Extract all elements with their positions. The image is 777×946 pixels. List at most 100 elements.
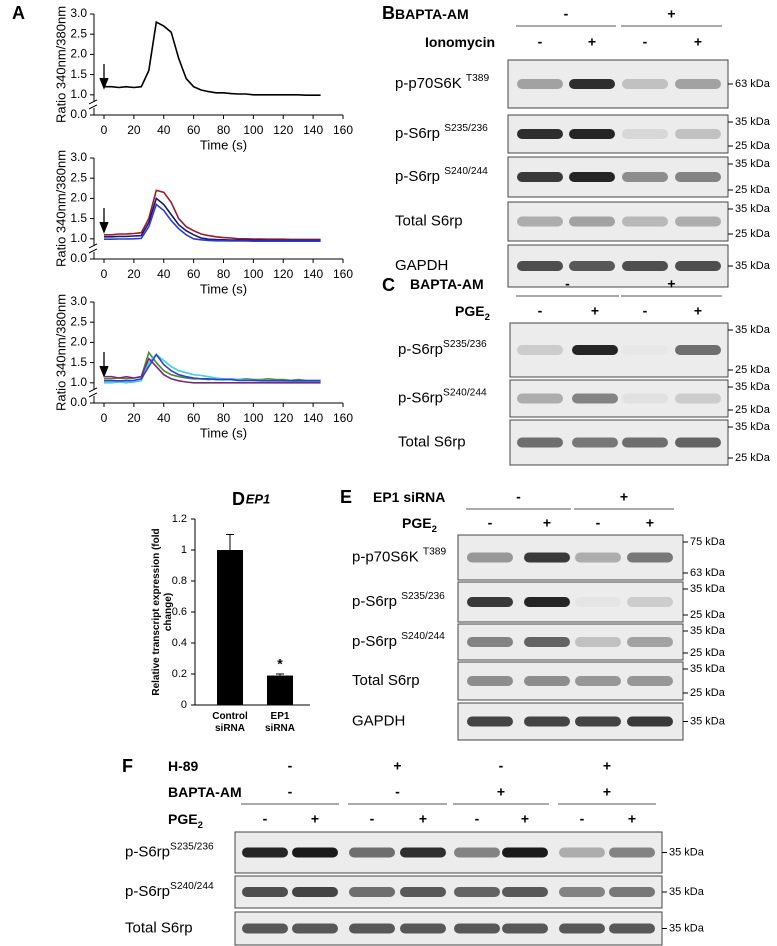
y-tick-label: 2.5 xyxy=(70,314,87,328)
band xyxy=(575,552,621,563)
size-marker: 35 kDa xyxy=(669,846,705,858)
treatment-sign: - xyxy=(596,515,601,531)
row-label: p-S6rpS240/244 xyxy=(398,387,487,406)
row-label-text: p-S6rp xyxy=(395,168,444,185)
stimulus-arrows xyxy=(99,64,109,378)
treatment-sign: + xyxy=(646,515,654,531)
treatment-sign: - xyxy=(395,784,400,800)
treatment-sign: - xyxy=(538,34,543,50)
significance-mark: * xyxy=(277,656,283,672)
row-label-text: p-S6rp xyxy=(125,883,170,900)
band xyxy=(609,887,655,897)
band xyxy=(622,172,668,182)
treatment-label: PGE2 xyxy=(455,303,490,323)
band xyxy=(569,216,615,227)
x-tick-label: 160 xyxy=(333,123,353,137)
size-marker: 35 kDa xyxy=(669,886,705,898)
axis-break xyxy=(88,104,98,110)
treatment-sign: + xyxy=(521,811,529,827)
y-tick-label: 1.0 xyxy=(70,375,87,389)
blot-strip xyxy=(509,379,729,418)
band xyxy=(675,129,721,139)
axis-break xyxy=(88,387,98,393)
band xyxy=(242,887,288,897)
panel-label: E xyxy=(340,487,352,507)
y-tick-label: 2.0 xyxy=(70,335,87,349)
band xyxy=(517,216,563,227)
band xyxy=(622,216,668,227)
row-label-superscript: S235/236 xyxy=(401,591,445,602)
band xyxy=(572,345,618,355)
band xyxy=(292,923,338,934)
axis-break-gap xyxy=(90,101,98,108)
x-tick-label: 0 xyxy=(101,267,108,281)
row-label: p-S6rp S235/236 xyxy=(352,591,445,610)
treatment-sign: - xyxy=(288,758,293,774)
x-tick-label: 40 xyxy=(157,123,171,137)
size-marker: 63 kDa xyxy=(690,567,726,579)
y-tick-label: 3.0 xyxy=(70,294,87,308)
band xyxy=(454,887,500,897)
size-marker: 25 kDa xyxy=(735,140,771,152)
treatment-label-text: BAPTA-AM xyxy=(395,6,469,22)
row-label-text: GAPDH xyxy=(352,712,405,729)
band xyxy=(675,437,721,448)
panel-label: A xyxy=(12,3,25,23)
band xyxy=(627,676,673,686)
row-label: Total S6rp xyxy=(125,919,193,936)
row-label-text: Total S6rp xyxy=(352,672,420,689)
y-tick-label: 1.0 xyxy=(70,87,87,101)
band xyxy=(517,129,563,139)
panel-label: F xyxy=(122,756,133,776)
y-axis-label: Relative transcript expression (fold cha… xyxy=(151,528,174,696)
x-tick-label: 40 xyxy=(157,411,171,425)
panel-label: C xyxy=(382,275,395,295)
row-label: Total S6rp xyxy=(352,672,420,689)
x-tick-label: 140 xyxy=(303,411,323,425)
size-marker: 25 kDa xyxy=(735,452,771,464)
bar xyxy=(217,550,243,705)
treatment-label-text: EP1 siRNA xyxy=(373,489,445,505)
band xyxy=(572,437,618,448)
treatment-label-text: Ionomycin xyxy=(425,34,495,50)
axis-break xyxy=(88,243,98,249)
row-label-text: GAPDH xyxy=(395,257,448,274)
band xyxy=(675,393,721,404)
row-label-superscript: S235/236 xyxy=(444,123,488,134)
y-tick-label: 2.0 xyxy=(70,47,87,61)
band xyxy=(622,437,668,448)
treatment-sign: + xyxy=(588,34,596,50)
band xyxy=(569,172,615,182)
row-label-superscript: S240/244 xyxy=(443,387,487,398)
axis-break xyxy=(88,248,98,254)
row-label: GAPDH xyxy=(395,257,448,274)
blot-strip xyxy=(507,201,729,242)
row-label: Total S6rp xyxy=(398,433,466,450)
band xyxy=(627,716,673,727)
band xyxy=(627,597,673,607)
band xyxy=(524,716,570,727)
row-label: p-S6rpS235/236 xyxy=(125,841,214,860)
row-label-text: p-p70S6K xyxy=(395,75,466,92)
band xyxy=(524,637,570,647)
row-label-superscript: T389 xyxy=(466,73,490,84)
band xyxy=(575,676,621,686)
treatment-label-text: PGE xyxy=(455,303,485,319)
treatment-sign: - xyxy=(288,784,293,800)
row-label: p-S6rpS235/236 xyxy=(398,339,487,358)
size-marker: 35 kDa xyxy=(690,625,726,637)
blot-strip xyxy=(457,661,684,701)
band xyxy=(569,129,615,139)
x-tick-label: 100 xyxy=(243,411,263,425)
band xyxy=(524,552,570,563)
treatment-sign: - xyxy=(643,303,648,319)
band xyxy=(502,887,548,897)
row-label: p-p70S6K T389 xyxy=(395,73,489,92)
band xyxy=(454,847,500,858)
band xyxy=(517,172,563,182)
x-tick-label: 140 xyxy=(303,267,323,281)
y-axis-label: Ratio 340nm/380nm xyxy=(53,294,68,411)
size-marker: 25 kDa xyxy=(735,184,771,196)
x-tick-label: 140 xyxy=(303,123,323,137)
